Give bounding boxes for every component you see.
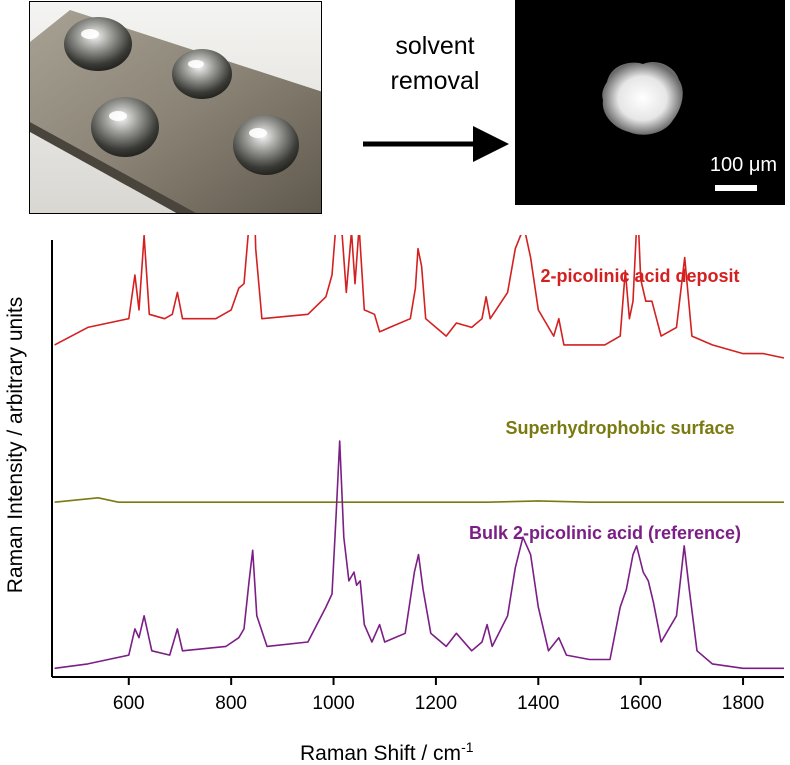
- series-label-1: 2-picolinic acid deposit: [540, 266, 739, 286]
- water-droplet: [91, 97, 159, 157]
- x-axis-label: Raman Shift / cm-1: [300, 739, 474, 765]
- series-line-3: [54, 440, 784, 670]
- scale-bar-label: 100 μm: [709, 154, 777, 176]
- series-label-2: Superhydrophobic surface: [505, 418, 734, 438]
- x-ticks: 600 800 1000 1200 1400 1600 1800: [113, 677, 764, 714]
- droplets-photo: [29, 1, 322, 214]
- y-axis-label: Raman Intensity / arbitrary units: [4, 297, 27, 593]
- deposit-micrograph: 100 μm: [515, 0, 785, 205]
- scale-bar: [715, 185, 757, 191]
- deposit-blob: [602, 61, 683, 135]
- water-droplet: [172, 49, 232, 99]
- raman-chart: 600 800 1000 1200 1400 1600 1800 2-picolinic a…: [4, 235, 785, 765]
- x-tick-label: 1800: [722, 693, 764, 714]
- x-tick-label: 1600: [620, 693, 662, 714]
- droplets-illustration: [30, 2, 321, 213]
- series-label-3: Bulk 2-picolinic acid (reference): [469, 523, 741, 543]
- series-labels: 2-picolinic acid deposit Superhydrophobic…: [469, 266, 741, 543]
- right-arrow-icon: [363, 126, 509, 162]
- water-droplet: [64, 17, 132, 71]
- x-tick-label: 1400: [517, 693, 559, 714]
- x-tick-label: 600: [113, 693, 145, 714]
- water-droplet: [233, 115, 299, 175]
- x-tick-label: 1200: [415, 693, 457, 714]
- arrow-label-line2: removal: [390, 67, 480, 95]
- series-layer: [54, 235, 785, 670]
- x-tick-label: 800: [215, 693, 247, 714]
- arrow-label-line1: solvent: [395, 32, 475, 60]
- x-tick-label: 1000: [312, 693, 354, 714]
- series-line-2: [54, 497, 784, 503]
- series-line-1: [54, 235, 785, 359]
